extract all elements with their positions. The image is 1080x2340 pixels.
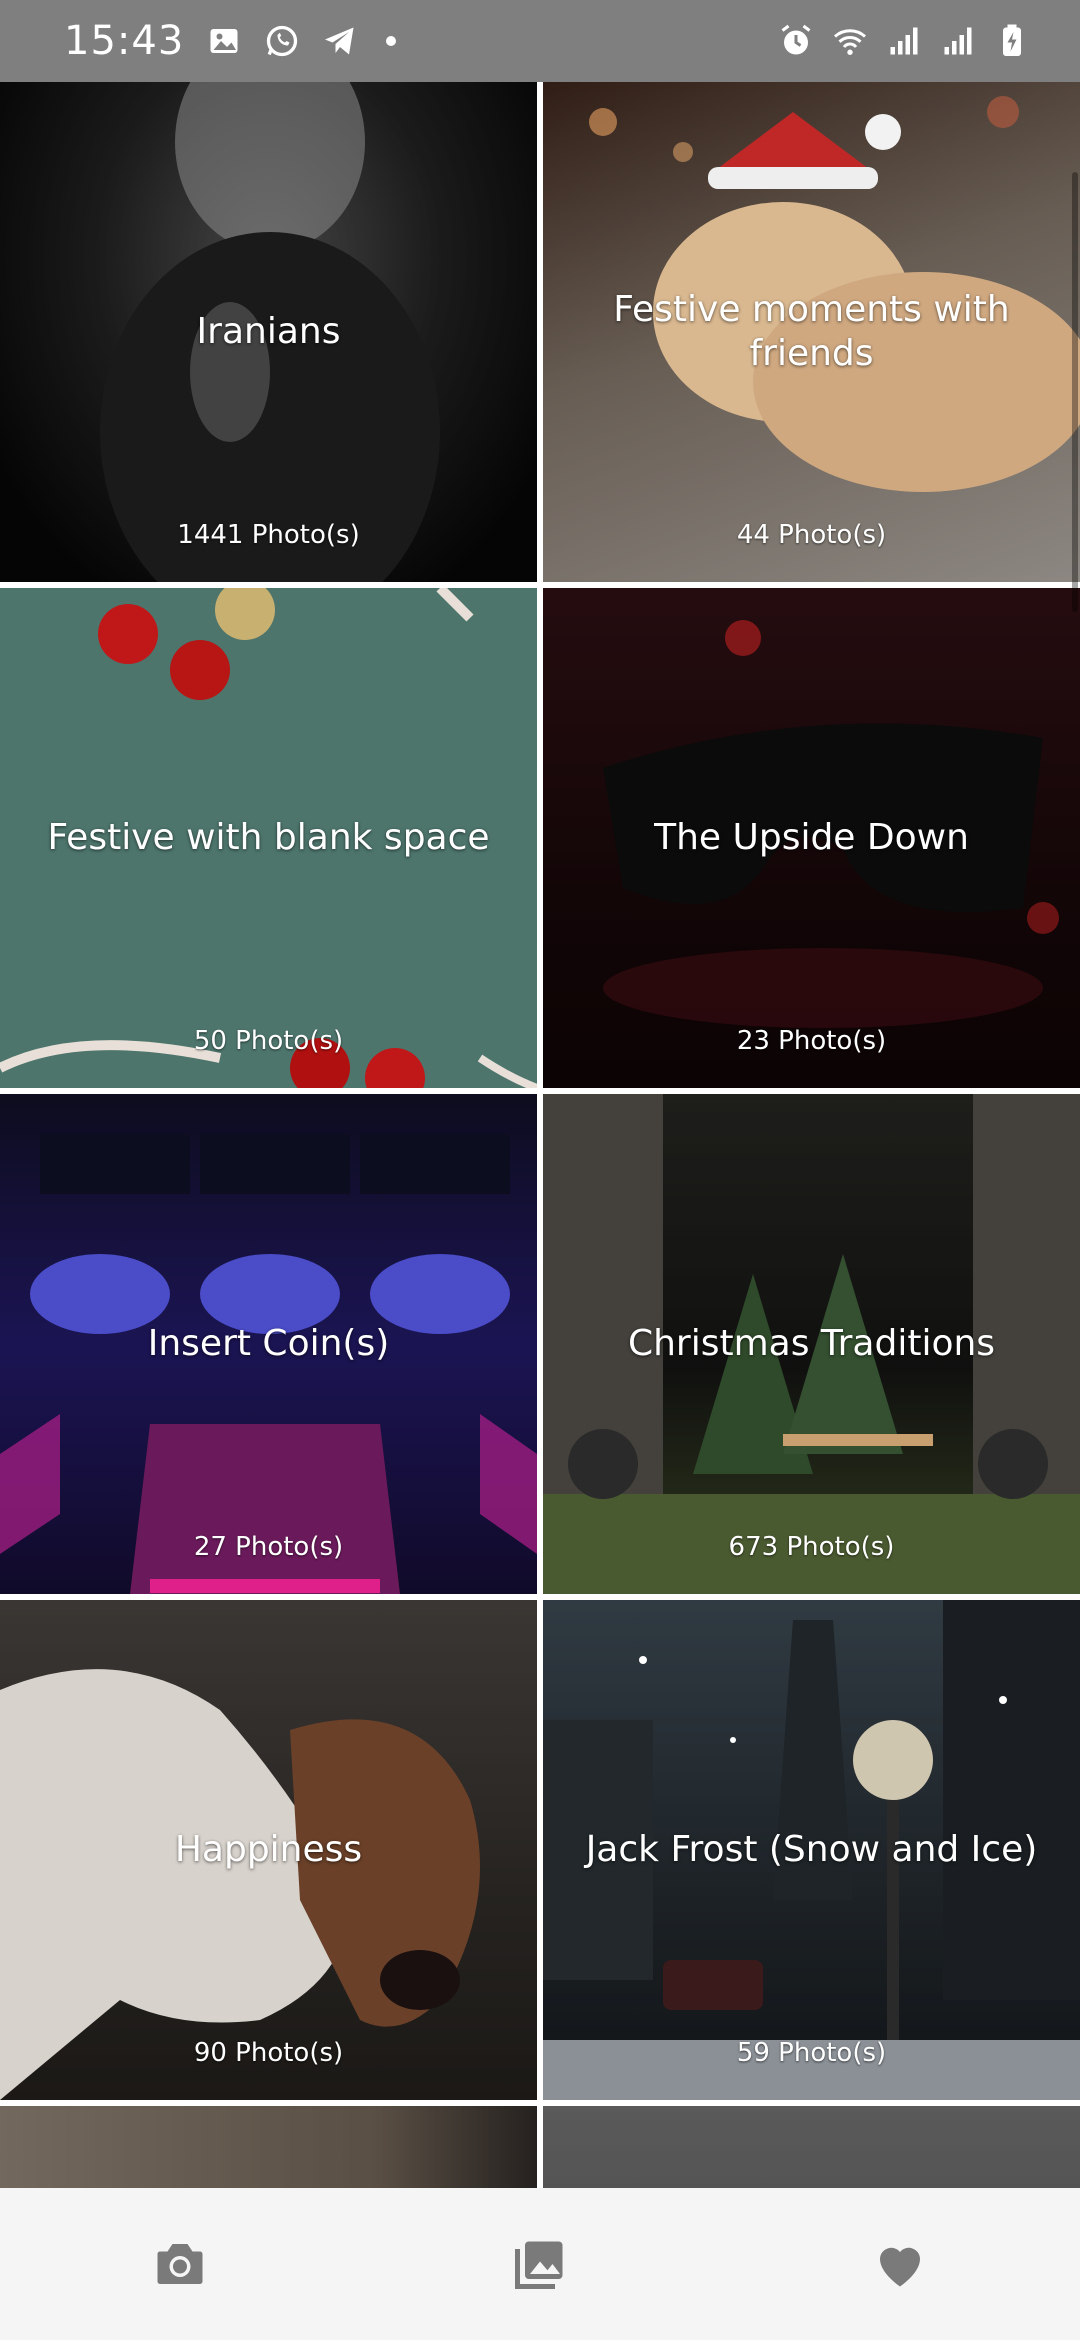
album-tile[interactable]: The Upside Down 23 Photo(s): [543, 588, 1080, 1088]
telegram-icon: [322, 23, 358, 59]
barn-image: [543, 1094, 1080, 1594]
album-count: 50 Photo(s): [193, 1026, 344, 1056]
whatsapp-icon: [264, 23, 300, 59]
wifi-icon: [832, 23, 868, 59]
favorites-button[interactable]: [840, 2204, 960, 2324]
album-count: 59 Photo(s): [736, 2038, 887, 2068]
album-title: Happiness: [174, 1829, 363, 1870]
notification-dot-icon: [386, 36, 397, 46]
album-tile[interactable]: Happiness 90 Photo(s): [0, 1600, 537, 2100]
album-tile[interactable]: Christmas Traditions 673 Photo(s): [543, 1094, 1080, 1594]
horses-image: [0, 1669, 480, 2100]
album-count: 673 Photo(s): [728, 1532, 895, 1562]
gallery-button[interactable]: [480, 2204, 600, 2324]
album-count: 23 Photo(s): [736, 1026, 887, 1056]
tile-overlay: [0, 2106, 537, 2188]
album-tile[interactable]: Insert Coin(s) 27 Photo(s): [0, 1094, 537, 1594]
ornaments-image: [0, 588, 537, 1088]
heart-icon: [880, 2247, 920, 2287]
bottom-navigation: [0, 2188, 1080, 2340]
album-tile[interactable]: [543, 2106, 1080, 2188]
camera-icon: [157, 2244, 203, 2284]
signal-icon: [886, 23, 922, 59]
alarm-icon: [778, 23, 814, 59]
arcade-image: [0, 1134, 537, 1594]
album-title: The Upside Down: [654, 817, 969, 858]
album-tile[interactable]: Jack Frost (Snow and Ice) 59 Photo(s): [543, 1600, 1080, 2100]
album-tile[interactable]: Festive moments with friends 44 Photo(s): [543, 82, 1080, 582]
status-bar: 15:43: [0, 0, 1080, 82]
album-title: Festive with blank space: [47, 817, 490, 858]
album-title: Insert Coin(s): [147, 1323, 390, 1364]
album-title: Jack Frost (Snow and Ice): [585, 1829, 1038, 1870]
snowy-street-image: [543, 1600, 1080, 2100]
album-title: Festive moments with friends: [613, 289, 1010, 374]
album-count: 1441 Photo(s): [177, 520, 360, 550]
status-left: 15:43: [64, 18, 397, 64]
gallery-icon: [515, 2241, 563, 2289]
album-title: Iranians: [196, 311, 341, 352]
album-count: 44 Photo(s): [736, 520, 887, 550]
image-icon: [206, 23, 242, 59]
album-tile[interactable]: Festive with blank space 50 Photo(s): [0, 588, 537, 1088]
album-tile[interactable]: Iranians 1441 Photo(s): [0, 82, 537, 582]
album-grid[interactable]: Iranians 1441 Photo(s) Festive moments w…: [0, 82, 1080, 2188]
battery-charging-icon: [994, 23, 1030, 59]
sunglasses-image: [603, 620, 1059, 1028]
status-right: [778, 23, 1030, 59]
puppy-image: [589, 96, 1080, 492]
portrait-image: [100, 82, 440, 582]
album-title: Christmas Traditions: [627, 1323, 996, 1364]
scrollbar[interactable]: [1072, 172, 1078, 612]
camera-button[interactable]: [120, 2204, 240, 2324]
tile-overlay: [543, 2106, 1080, 2188]
album-count: 90 Photo(s): [193, 2038, 344, 2068]
signal-icon: [940, 23, 976, 59]
album-count: 27 Photo(s): [193, 1532, 344, 1562]
status-time: 15:43: [64, 18, 185, 64]
tile-overlay: [0, 588, 537, 1088]
album-tile[interactable]: [0, 2106, 537, 2188]
